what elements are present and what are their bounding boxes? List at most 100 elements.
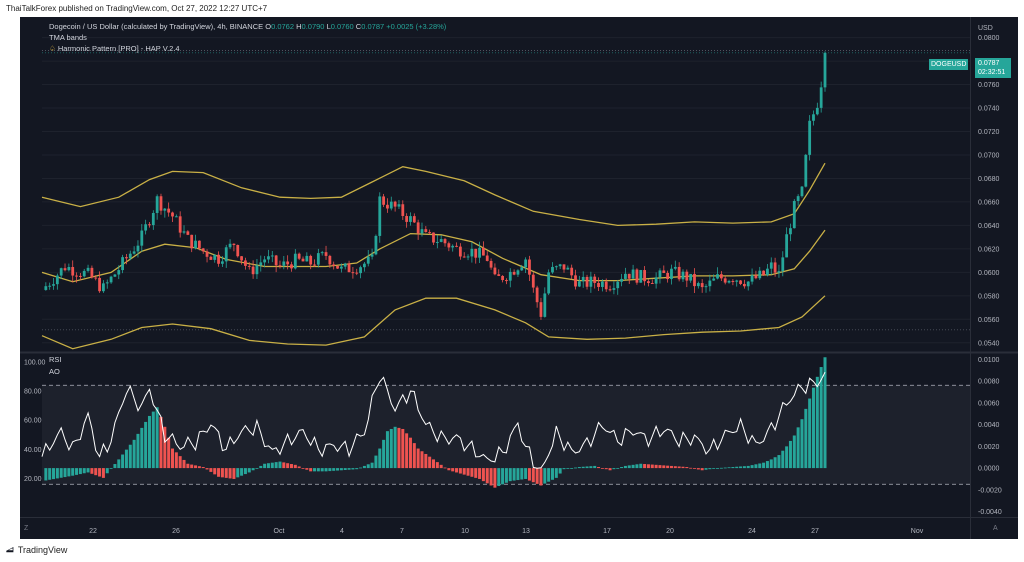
candle-body	[328, 255, 332, 265]
ao-bar	[562, 468, 566, 470]
candle-body	[52, 284, 55, 286]
candle-body	[155, 196, 159, 213]
candle-body	[224, 247, 228, 262]
ao-bar	[485, 468, 489, 484]
log-scale-button-left[interactable]: Z	[24, 525, 29, 532]
ao-bar	[247, 468, 251, 473]
candle-body	[232, 243, 236, 245]
candle-body	[347, 263, 351, 273]
candle-body	[558, 264, 562, 267]
candle-body	[190, 234, 194, 249]
candle-body	[401, 204, 405, 216]
ao-bar	[497, 468, 501, 487]
candle-body	[386, 204, 389, 209]
ao-bar	[324, 468, 328, 472]
candle-body	[366, 256, 370, 264]
ao-bar	[681, 466, 685, 469]
candle-body	[209, 256, 213, 260]
ao-bar	[466, 468, 470, 476]
ao-bar	[90, 468, 94, 474]
ao-bar	[685, 467, 689, 469]
ao-bar	[451, 468, 455, 472]
ao-bar	[443, 467, 447, 469]
ao-bar	[270, 462, 274, 469]
candle-body	[355, 272, 359, 274]
candle-body	[148, 224, 151, 226]
indicator-harmonic[interactable]: ♤ Harmonic Pattern [PRO] - HAP V.2.4	[49, 44, 180, 53]
rsi-line	[41, 371, 826, 469]
candle-body	[159, 196, 163, 211]
ao-bar	[474, 468, 478, 478]
publish-caption: ThaiTalkForex published on TradingView.c…	[6, 4, 268, 13]
candle-body	[574, 275, 577, 287]
ao-bar	[255, 468, 259, 469]
ao-bar	[213, 468, 217, 475]
candle-body	[228, 243, 232, 248]
ao-bar	[159, 417, 163, 469]
candle-body	[424, 229, 428, 233]
candle-body	[55, 275, 59, 285]
candle-body	[113, 274, 117, 277]
ao-bar	[455, 468, 459, 473]
symbol-legend: Dogecoin / US Dollar (calculated by Trad…	[49, 22, 446, 31]
candle-body	[458, 246, 462, 257]
candle-body	[723, 278, 727, 283]
ao-bar	[508, 468, 512, 482]
candle-body	[462, 256, 466, 258]
candle-body	[516, 270, 520, 275]
ao-bar	[182, 459, 186, 469]
candle-body	[631, 269, 635, 279]
ao-bar	[650, 464, 654, 469]
ao-bar	[742, 466, 746, 469]
ao-bar	[343, 468, 347, 471]
ao-bar	[105, 468, 109, 474]
candle-body	[585, 276, 589, 287]
ao-bar	[98, 468, 102, 477]
time-tick-label: Nov	[911, 528, 924, 535]
ao-bar	[700, 468, 704, 471]
ao-bar	[86, 468, 90, 473]
ao-bar	[800, 419, 804, 469]
ao-bar	[232, 468, 236, 479]
ao-bar	[481, 468, 485, 482]
ao-bar	[178, 456, 182, 469]
currency-label: USD	[978, 25, 993, 32]
candle-body	[577, 281, 581, 287]
candle-body	[447, 243, 451, 248]
ao-bar	[278, 461, 282, 469]
time-tick-label: 24	[748, 528, 756, 535]
ao-bar	[190, 464, 194, 469]
ao-bar	[811, 387, 815, 469]
time-tick-label: 10	[461, 528, 469, 535]
ao-bar	[566, 468, 570, 469]
ao-bar	[589, 466, 593, 469]
ao-bar	[362, 465, 366, 469]
candle-body	[332, 264, 336, 266]
ao-bar	[554, 468, 558, 478]
candle-body	[182, 231, 186, 233]
ao-bar	[527, 468, 531, 481]
candle-body	[704, 286, 708, 288]
time-tick-label: 20	[666, 528, 674, 535]
auto-scale-button[interactable]: A	[993, 525, 998, 532]
ao-bar	[788, 440, 792, 469]
candle-body	[420, 229, 424, 234]
candle-body	[351, 272, 355, 274]
candle-body	[531, 274, 535, 288]
ao-bar	[374, 455, 378, 469]
tma-band-line	[41, 162, 826, 227]
candle-body	[812, 114, 815, 121]
ao-bar	[735, 466, 739, 469]
indicator-tma[interactable]: TMA bands	[49, 33, 87, 42]
price-tick-label: 0.0800	[978, 35, 1000, 42]
ao-bar	[224, 468, 228, 478]
ao-bar	[274, 462, 278, 469]
ao-bar	[286, 463, 290, 469]
ao-bar	[585, 466, 589, 469]
price-tick-label: 0.0540	[978, 340, 1000, 347]
candle-body	[739, 280, 742, 284]
candle-body	[267, 256, 270, 260]
candle-body	[247, 265, 251, 267]
ao-bar	[677, 466, 681, 469]
